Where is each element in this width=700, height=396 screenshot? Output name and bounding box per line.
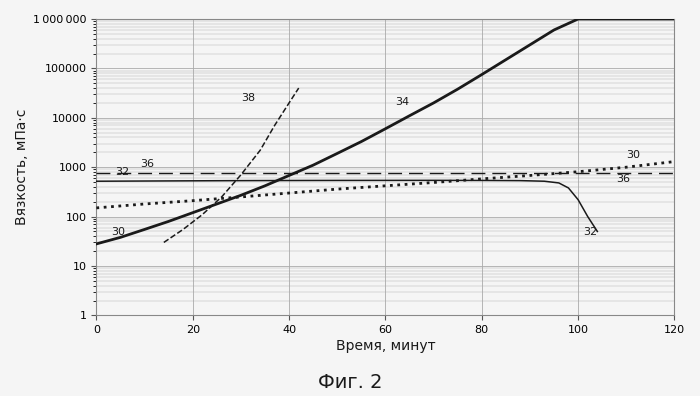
Text: 32: 32 xyxy=(116,168,130,177)
Text: 34: 34 xyxy=(395,97,409,107)
X-axis label: Время, минут: Время, минут xyxy=(335,339,435,353)
Text: 32: 32 xyxy=(583,227,597,237)
Text: Фиг. 2: Фиг. 2 xyxy=(318,373,382,392)
Text: 36: 36 xyxy=(617,175,631,185)
Text: 30: 30 xyxy=(626,150,640,160)
Text: 36: 36 xyxy=(140,159,154,169)
Text: 30: 30 xyxy=(111,227,125,237)
Y-axis label: Вязкость, мПа·с: Вязкость, мПа·с xyxy=(15,109,29,225)
Text: 38: 38 xyxy=(241,93,255,103)
